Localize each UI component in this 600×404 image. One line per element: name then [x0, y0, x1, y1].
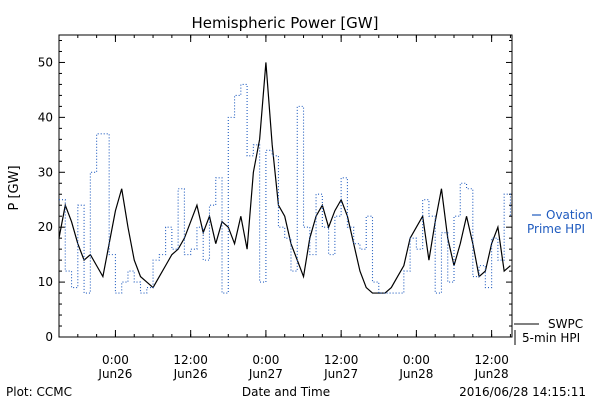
y-tick-label: 20 [38, 220, 53, 234]
legend-swpc-label-line1: SWPC [548, 317, 583, 331]
x-tick-label-time: 12:00 [324, 353, 359, 367]
series-line-swpc [58, 62, 511, 294]
x-tick-label-time: 12:00 [173, 353, 208, 367]
plot-frame [58, 34, 513, 338]
y-tick-label: 0 [45, 330, 53, 344]
series-group [58, 62, 511, 294]
legend-swpc-label-line2: 5-min HPI [522, 331, 580, 345]
y-tick-label: 50 [38, 55, 53, 69]
series-line-ovation [59, 83, 511, 294]
legend-ovation-label-line2: Prime HPI [527, 222, 585, 236]
legend-ovation-label-line1: Ovation [546, 208, 593, 222]
x-tick-label-time: 0:00 [102, 353, 129, 367]
x-tick-label-time: 0:00 [252, 353, 279, 367]
y-axis-ticks: 0 10 20 30 40 50 [38, 39, 512, 344]
footer-timestamp: 2016/06/28 14:15:11 [459, 385, 586, 399]
x-axis-label: Date and Time [242, 385, 330, 399]
y-axis-label: P [GW] [7, 165, 22, 210]
x-tick-label-date: Jun26 [97, 367, 132, 381]
y-tick-label: 30 [38, 165, 53, 179]
x-tick-label-date: Jun26 [173, 367, 208, 381]
y-tick-label: 40 [38, 110, 53, 124]
x-tick-label-time: 12:00 [474, 353, 509, 367]
x-tick-label-date: Jun27 [248, 367, 283, 381]
footer-plot-source: Plot: CCMC [6, 385, 72, 399]
x-axis-ticks: 0:00Jun2612:00Jun260:00Jun2712:00Jun270:… [58, 35, 511, 381]
chart-title: Hemispheric Power [GW] [192, 14, 379, 32]
y-tick-label: 10 [38, 275, 53, 289]
x-tick-label-date: Jun28 [474, 367, 509, 381]
x-tick-label-date: Jun28 [398, 367, 433, 381]
x-tick-label-date: Jun27 [323, 367, 358, 381]
x-tick-label-time: 0:00 [403, 353, 430, 367]
